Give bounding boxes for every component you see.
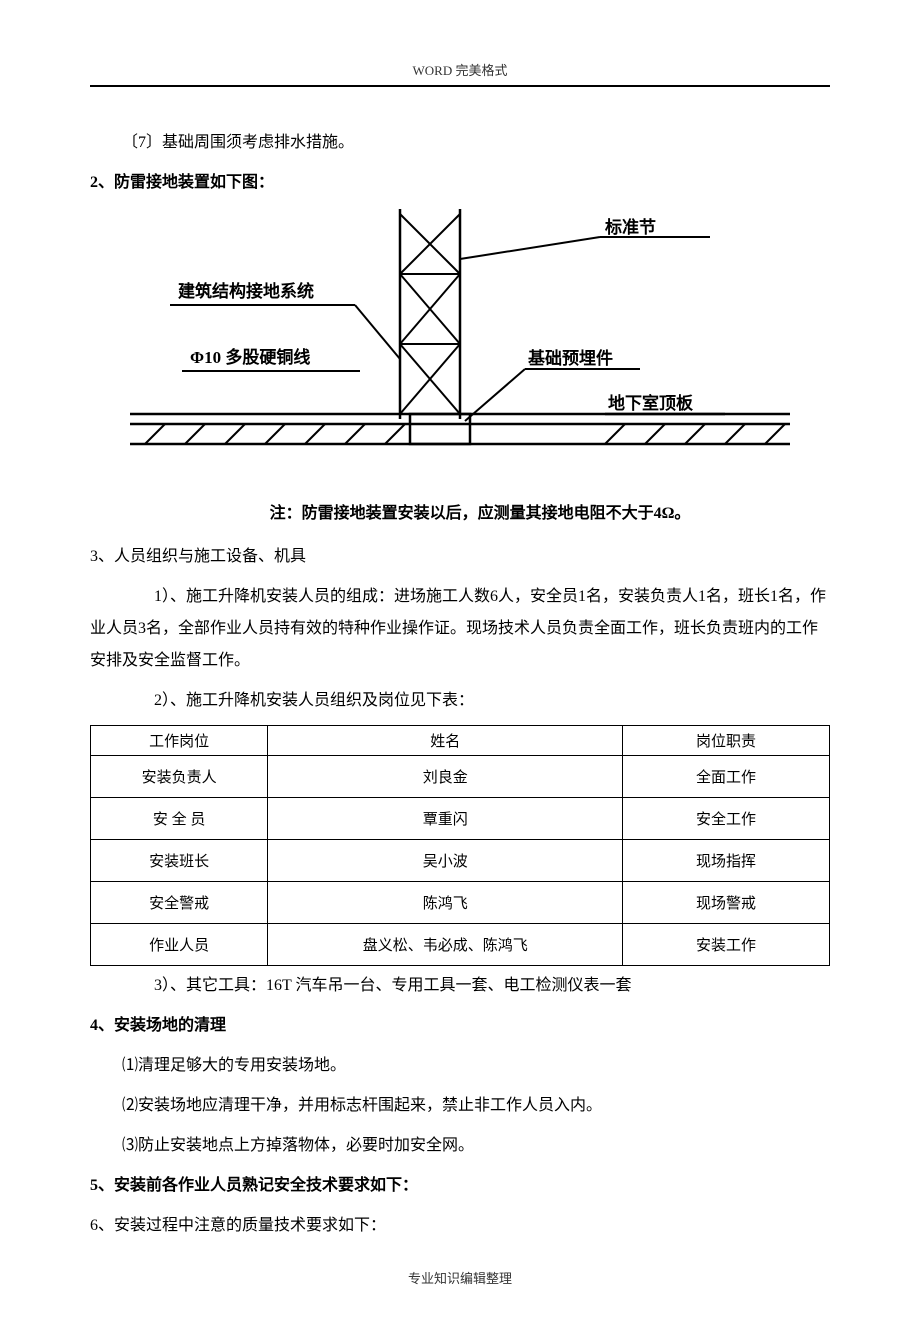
para-4-3: ⑶防止安装地点上方掉落物体，必要时加安全网。 — [90, 1130, 830, 1162]
heading-2: 2、防雷接地装置如下图： — [90, 167, 830, 199]
cell-duty: 全面工作 — [623, 756, 830, 798]
table-row: 安装班长 吴小波 现场指挥 — [91, 840, 830, 882]
cell-name: 刘良金 — [268, 756, 623, 798]
cell-name: 陈鸿飞 — [268, 882, 623, 924]
page-footer: 专业知识编辑整理 — [90, 1268, 830, 1287]
cell-position: 作业人员 — [91, 924, 268, 966]
heading-4: 4、安装场地的清理 — [90, 1010, 830, 1042]
heading-5: 5、安装前各作业人员熟记安全技术要求如下： — [90, 1170, 830, 1202]
label-basement: 地下室顶板 — [608, 393, 694, 413]
cell-duty: 安装工作 — [623, 924, 830, 966]
label-wire: Φ10 多股硬铜线 — [190, 347, 310, 367]
para-3-1: 1）、施工升降机安装人员的组成：进场施工人数6人，安全员1名，安装负责人1名，班… — [90, 581, 830, 677]
item-7: 〔7〕基础周围须考虑排水措施。 — [90, 127, 830, 159]
cell-position: 安 全 员 — [91, 798, 268, 840]
label-embed: 基础预埋件 — [527, 348, 613, 368]
table-row: 安全警戒 陈鸿飞 现场警戒 — [91, 882, 830, 924]
table-row: 安装负责人 刘良金 全面工作 — [91, 756, 830, 798]
page-header: WORD 完美格式 — [90, 60, 830, 87]
table-header-row: 工作岗位 姓名 岗位职责 — [91, 726, 830, 756]
cell-name: 覃重闪 — [268, 798, 623, 840]
cell-name: 吴小波 — [268, 840, 623, 882]
grounding-diagram: 标准节 建筑结构接地系统 Φ10 多股硬铜线 — [90, 209, 830, 469]
para-3-2: 2）、施工升降机安装人员组织及岗位见下表： — [90, 685, 830, 717]
cell-duty: 现场警戒 — [623, 882, 830, 924]
label-ground-sys: 建筑结构接地系统 — [178, 281, 314, 301]
diagram-note: 注：防雷接地装置安装以后，应测量其接地电阻不大于4Ω。 — [90, 499, 830, 523]
cell-duty: 安全工作 — [623, 798, 830, 840]
th-name: 姓名 — [268, 726, 623, 756]
cell-duty: 现场指挥 — [623, 840, 830, 882]
heading-3: 3、人员组织与施工设备、机具 — [90, 541, 830, 573]
table-row: 作业人员 盘义松、韦必成、陈鸿飞 安装工作 — [91, 924, 830, 966]
th-position: 工作岗位 — [91, 726, 268, 756]
personnel-table: 工作岗位 姓名 岗位职责 安装负责人 刘良金 全面工作 安 全 员 覃重闪 安全… — [90, 725, 830, 966]
para-4-2: ⑵安装场地应清理干净，并用标志杆围起来，禁止非工作人员入内。 — [90, 1090, 830, 1122]
para-4-1: ⑴清理足够大的专用安装场地。 — [90, 1050, 830, 1082]
th-duty: 岗位职责 — [623, 726, 830, 756]
cell-position: 安全警戒 — [91, 882, 268, 924]
para-3-3: 3）、其它工具：16T 汽车吊一台、专用工具一套、电工检测仪表一套 — [90, 970, 830, 1002]
cell-position: 安装班长 — [91, 840, 268, 882]
label-std-section: 标准节 — [605, 217, 656, 237]
document-page: WORD 完美格式 〔7〕基础周围须考虑排水措施。 2、防雷接地装置如下图： 标… — [0, 0, 920, 1327]
heading-6: 6、安装过程中注意的质量技术要求如下： — [90, 1210, 830, 1242]
cell-name: 盘义松、韦必成、陈鸿飞 — [268, 924, 623, 966]
table-row: 安 全 员 覃重闪 安全工作 — [91, 798, 830, 840]
cell-position: 安装负责人 — [91, 756, 268, 798]
